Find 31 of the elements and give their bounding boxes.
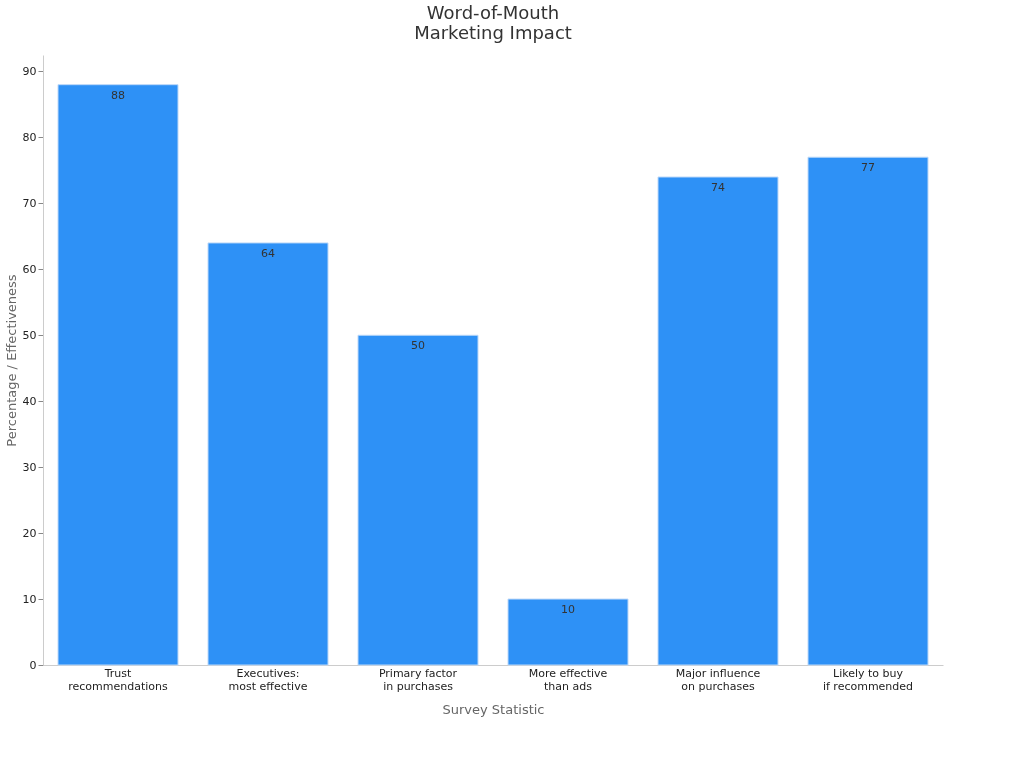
chart-title: Word-of-Mouth Marketing Impact bbox=[414, 2, 572, 43]
data-label: 74 bbox=[711, 181, 725, 194]
bar bbox=[657, 176, 779, 666]
data-label: 10 bbox=[561, 603, 575, 617]
x-tick-label: Executives: most effective bbox=[228, 666, 308, 693]
x-axis-title: Survey Statistic bbox=[442, 701, 545, 717]
bar bbox=[507, 598, 629, 666]
y-tick-label: 10 bbox=[22, 592, 37, 606]
x-tick-label: Primary factor in purchases bbox=[378, 666, 458, 693]
data-label: 77 bbox=[861, 161, 875, 175]
y-tick-label: 90 bbox=[22, 64, 37, 78]
y-tick-label: 50 bbox=[22, 328, 37, 342]
bar bbox=[207, 242, 329, 666]
y-tick-label: 0 bbox=[29, 658, 37, 672]
x-tick-label: More effective than ads bbox=[528, 666, 608, 693]
data-label: 50 bbox=[411, 339, 425, 353]
y-tick-label: 30 bbox=[22, 460, 37, 474]
y-tick-label: 40 bbox=[22, 394, 37, 408]
y-tick-label: 70 bbox=[22, 196, 37, 210]
bar bbox=[357, 334, 479, 666]
y-tick-label: 80 bbox=[22, 130, 37, 144]
x-tick-label: Likely to buy if recommended bbox=[822, 666, 914, 693]
bar bbox=[807, 156, 929, 666]
data-label: 88 bbox=[111, 88, 125, 102]
bar bbox=[57, 84, 179, 666]
x-tick-label: Trust recommendations bbox=[68, 666, 169, 693]
x-tick-label: Major influence on purchases bbox=[675, 666, 761, 693]
y-tick-label: 20 bbox=[22, 526, 37, 540]
data-label: 64 bbox=[261, 246, 275, 260]
y-axis-title: Percentage / Effectiveness bbox=[3, 274, 19, 447]
y-tick-label: 60 bbox=[22, 262, 37, 276]
